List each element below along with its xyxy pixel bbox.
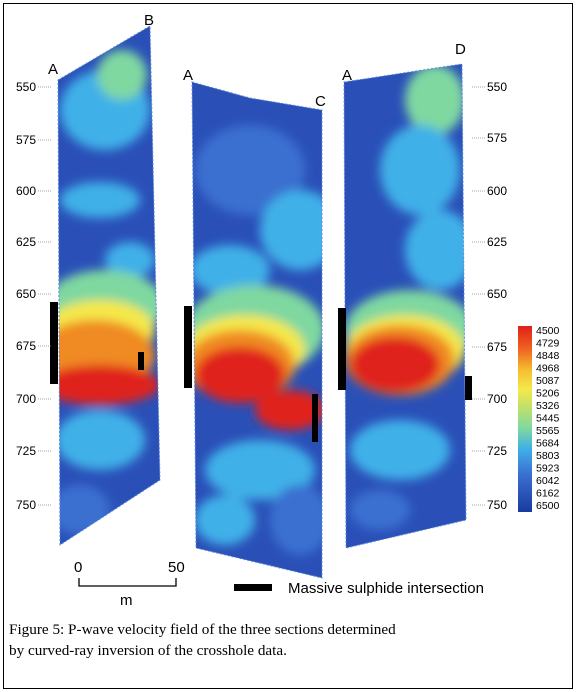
right-tick-575: 575 <box>487 131 507 145</box>
section-1-start-label: A <box>48 61 58 78</box>
left-depth-axis: 550 575 600 625 650 675 700 725 750 <box>16 80 52 512</box>
section-ad <box>343 63 467 549</box>
scale-line <box>78 578 177 587</box>
right-depth-axis: 550 575 600 625 650 675 700 725 750 <box>472 80 507 512</box>
colorbar-label: 4500 <box>536 325 560 337</box>
section-3-end-label: D <box>455 41 466 58</box>
scale-unit-label: m <box>120 592 133 609</box>
colorbar-label: 5923 <box>536 463 560 475</box>
section-3-start-label: A <box>342 67 352 84</box>
colorbar-label: 5206 <box>536 388 560 400</box>
section-2-end-label: C <box>315 93 326 110</box>
colorbar-label: 6042 <box>536 475 560 487</box>
legend-swatch <box>234 584 272 591</box>
left-tick-650: 650 <box>16 287 36 301</box>
right-tick-675: 675 <box>487 340 507 354</box>
section-1-end-label: B <box>144 12 154 29</box>
legend: Massive sulphide intersection <box>234 580 484 597</box>
section-ac <box>191 81 323 579</box>
caption-line-2: by curved-ray inversion of the crosshole… <box>9 642 287 659</box>
colorbar-label: 4729 <box>536 338 560 350</box>
left-tick-550: 550 <box>16 80 36 94</box>
scale-min-label: 0 <box>74 559 82 576</box>
right-tick-600: 600 <box>487 184 507 198</box>
section-ab <box>57 25 161 546</box>
legend-text: Massive sulphide intersection <box>288 580 484 597</box>
colorbar-label: 5803 <box>536 450 560 462</box>
colorbar-label: 5684 <box>536 438 560 450</box>
colorbar-gradient <box>518 326 532 512</box>
left-tick-625: 625 <box>16 235 36 249</box>
left-tick-575: 575 <box>16 133 36 147</box>
left-tick-750: 750 <box>16 498 36 512</box>
right-tick-750: 750 <box>487 498 507 512</box>
sulphide-markers <box>50 302 472 442</box>
colorbar-label: 6162 <box>536 488 560 500</box>
section-2-start-label: A <box>183 67 193 84</box>
left-tick-725: 725 <box>16 444 36 458</box>
colorbar-label: 5445 <box>536 413 560 425</box>
left-tick-700: 700 <box>16 392 36 406</box>
right-tick-725: 725 <box>487 444 507 458</box>
right-tick-650: 650 <box>487 287 507 301</box>
colorbar-label: 4848 <box>536 350 560 362</box>
velocity-figure: A B A C A D 550 575 600 625 650 675 700 … <box>16 12 560 609</box>
figure-caption: Figure 5: P-wave velocity field of the t… <box>9 619 567 661</box>
colorbar-label: 6500 <box>536 500 560 512</box>
left-tick-675: 675 <box>16 339 36 353</box>
colorbar-label: 4968 <box>536 363 560 375</box>
colorbar-label: 5087 <box>536 375 560 387</box>
colorbar-label: 5326 <box>536 400 560 412</box>
scale-bar: 0 50 m <box>74 559 185 609</box>
scale-max-label: 50 <box>168 559 185 576</box>
velocity-colorbar: 4500 4729 4848 4968 5087 5206 5326 5445 … <box>518 325 560 512</box>
left-tick-600: 600 <box>16 184 36 198</box>
colorbar-labels: 4500 4729 4848 4968 5087 5206 5326 5445 … <box>536 325 560 512</box>
right-tick-700: 700 <box>487 392 507 406</box>
colorbar-label: 5565 <box>536 425 560 437</box>
section-labels: A B A C A D <box>48 12 466 110</box>
caption-line-1: Figure 5: P-wave velocity field of the t… <box>9 621 396 638</box>
right-tick-625: 625 <box>487 235 507 249</box>
right-tick-550: 550 <box>487 80 507 94</box>
